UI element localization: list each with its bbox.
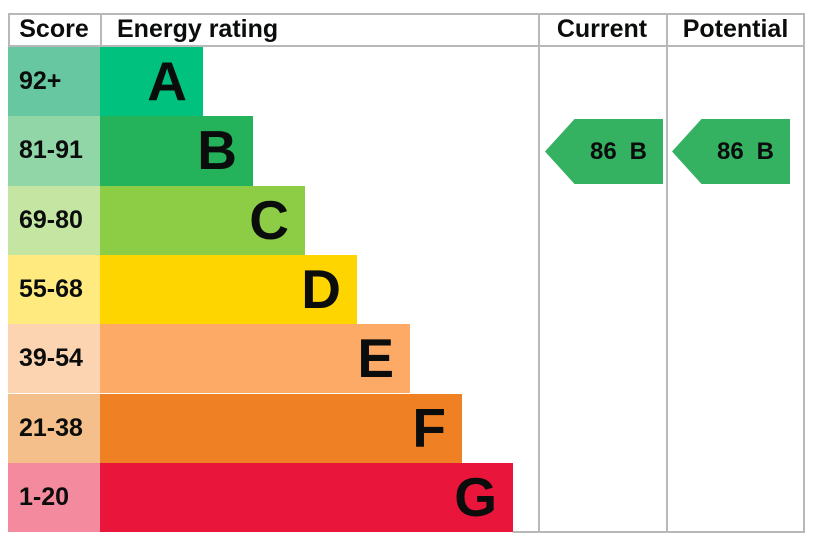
table-bottom-border [513,530,805,533]
rating-letter-b: B [197,119,237,182]
current-column-divider [538,13,540,532]
rating-letter-c: C [249,188,289,251]
potential-column-divider [666,13,668,532]
rating-bar-a: A [100,47,203,117]
rating-bar-g: G [100,462,513,533]
rating-bar-c: C [100,185,305,255]
score-column-header: Score [19,15,89,43]
rating-bar-d: D [100,254,357,325]
score-column-divider [100,13,102,47]
score-range-g: 1-20 [8,462,100,533]
rating-letter-e: E [357,327,394,390]
rating-bar-b: B [100,116,253,186]
potential-rating-score: 86 [716,137,744,165]
score-range-d: 55-68 [8,254,100,325]
potential-column-header: Potential [682,15,789,43]
rating-letter-d: D [301,258,341,321]
score-range-a: 92+ [8,47,100,117]
table-top-border [8,13,805,15]
score-range-c: 69-80 [8,185,100,255]
rating-bar-f: F [100,393,462,463]
rating-letter-g: G [454,465,497,528]
header-left-border [8,13,10,47]
current-column-header: Current [556,15,648,43]
potential-rating-arrow: 86 B [672,119,790,184]
score-range-b: 81-91 [8,116,100,186]
header-bottom-border [8,45,805,47]
score-range-f: 21-38 [8,393,100,463]
energy-rating-column-header: Energy rating [117,15,279,43]
rating-letter-a: A [147,50,187,113]
score-range-e: 39-54 [8,324,100,394]
table-right-border [803,13,805,532]
rating-bar-e: E [100,324,410,394]
current-rating-score: 86 [589,137,617,165]
potential-rating-band: B [756,137,775,165]
current-rating-arrow: 86 B [545,119,663,184]
current-rating-band: B [629,137,648,165]
rating-letter-f: F [412,396,446,459]
